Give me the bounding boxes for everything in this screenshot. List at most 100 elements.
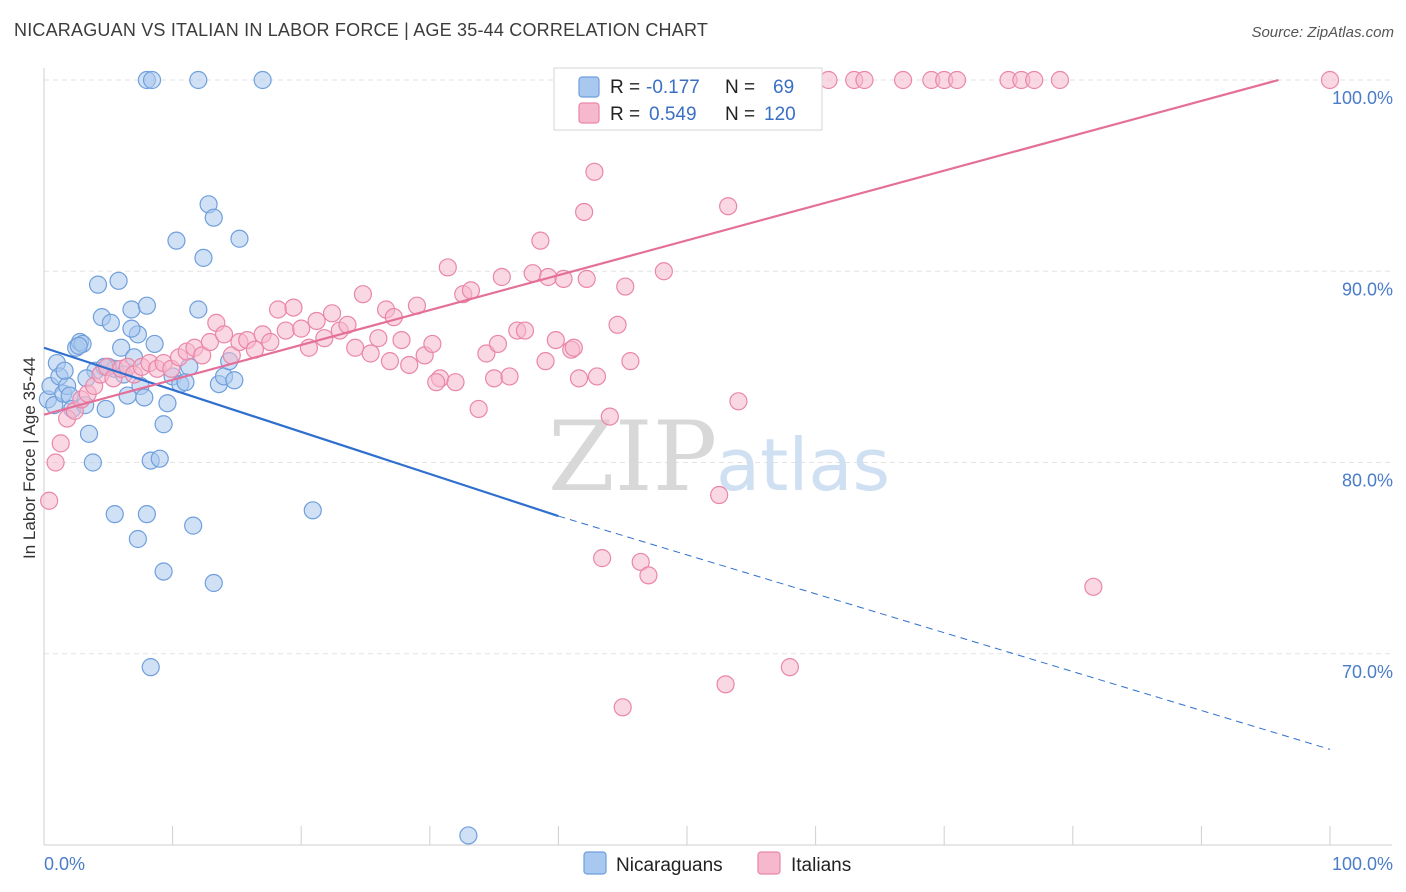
italian-point [322,304,342,323]
italian-point [488,334,508,354]
italian-point [531,231,550,250]
legend-swatch-pink [578,102,600,124]
italian-point [631,552,650,572]
nicaraguan-point [230,229,249,248]
y-tick-labels: 70.0% 80.0% 90.0% 100.0% [1332,88,1393,682]
italian-point [716,675,735,694]
italian-point [593,549,612,568]
italian-point [1050,70,1070,90]
nicaraguan-point [145,334,164,354]
nicaraguan-point [189,70,208,90]
italian-point [616,277,635,296]
watermark-zip: ZIP [548,401,717,513]
italian-point [729,392,748,411]
italian-point [608,315,627,334]
italian-point [600,407,619,426]
nicaraguan-point [142,70,162,90]
nicaraguan-point [88,275,108,294]
nicaraguan-point [184,516,203,535]
y-axis-title: In Labor Force | Age 35-44 [20,357,39,559]
italian-point [423,334,442,354]
nicaraguan-point [69,336,88,355]
legend-pink-r-label: R = [610,104,640,125]
source-label: Source: ZipAtlas.com [1251,24,1394,41]
italian-point [654,262,673,281]
italian-point [46,453,65,472]
nicaraguan-trend-line [43,346,559,518]
italian-point [855,70,874,90]
italian-point [51,434,70,453]
nicaraguan-point [137,505,156,524]
legend-blue-n-value: 69 [773,77,794,98]
italian-point [577,269,596,288]
nicaraguan-point [158,394,177,413]
nicaraguan-point [194,248,213,267]
chart-title: NICARAGUAN VS ITALIAN IN LABOR FORCE | A… [14,20,709,40]
grid-lines [44,79,1392,655]
italian-trend-line [43,78,1279,416]
italian-point [369,329,388,348]
italian-point [353,285,373,304]
watermark-atlas: atlas [716,423,890,507]
nicaraguan-point [109,271,128,290]
nicaraguan-point [122,300,141,319]
italian-point [1084,577,1103,596]
nicaraguan-point [154,415,173,434]
italian-point [200,332,219,352]
bottom-legend-nicaraguans: Nicaraguans [616,855,723,876]
nicaraguan-point [79,424,99,443]
y-tick-label: 70.0% [1342,662,1393,682]
nicaraguan-point [225,371,244,390]
x-tick-label: 0.0% [44,854,85,874]
bottom-legend-italians: Italians [791,855,851,876]
nicaraguan-trend-extension [558,515,1331,750]
italian-point [587,367,607,386]
italian-point [346,338,365,357]
italian-point [575,202,594,222]
nicaraguan-point [101,313,120,332]
legend-box: R = -0.177 N = 69 R = 0.549 N = 120 [553,67,823,131]
nicaraguan-point [167,231,186,250]
trend-lines [43,78,1331,750]
legend-pink-n-value: 120 [764,104,796,125]
italian-point [947,70,967,90]
nicaraguan-point [253,70,272,90]
nicaraguan-point [150,449,169,468]
nicaraguan-point [141,658,160,677]
x-tick-labels: 0.0% 100.0% [44,854,1393,874]
series-legend: Nicaraguans Italians [583,851,851,876]
bottom-legend-swatch-blue [583,851,607,875]
nicaraguan-point [122,319,141,338]
italian-point [485,369,504,388]
italian-point [307,311,326,331]
italian-point [585,162,604,181]
series-italians [40,70,1340,717]
italian-point [819,70,838,90]
italian-point [710,485,729,505]
y-tick-label: 90.0% [1342,279,1393,299]
italian-point [438,258,457,277]
italian-point [492,267,511,287]
italian-point [193,346,212,365]
italian-point [427,373,446,392]
italian-point [1025,70,1044,90]
italian-point [276,321,295,340]
italian-point [639,566,658,585]
italian-point [1320,70,1340,90]
italian-point [361,344,380,363]
italian-point [469,399,488,419]
nicaraguan-point [83,453,102,472]
italian-point [613,698,632,717]
italian-point [40,491,59,510]
italian-point [515,321,535,340]
italian-point [292,319,311,338]
italian-point [536,352,555,371]
italian-point [500,367,519,386]
nicaraguan-point [204,208,223,227]
italian-point [564,338,583,357]
italian-point [284,298,303,317]
nicaraguan-point [303,501,322,520]
italian-point [268,300,288,319]
italian-point [546,331,565,350]
